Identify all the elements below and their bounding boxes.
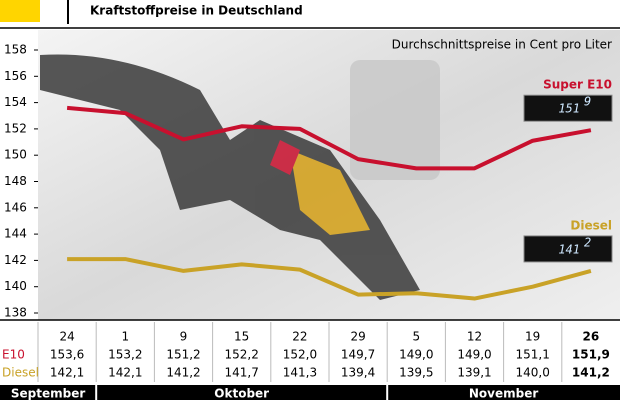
value-label: 149,7: [341, 348, 375, 362]
x-tick-label: 12: [467, 330, 482, 344]
y-tick-label: 158: [4, 43, 27, 57]
value-label: 141,7: [225, 366, 259, 380]
value-label: 151,2: [166, 348, 200, 362]
month-bar: [0, 385, 620, 400]
row-label: E10: [2, 348, 25, 362]
value-label: 140,0: [516, 366, 550, 380]
x-tick-label: 1: [121, 330, 129, 344]
legend-label: Super E10: [543, 78, 612, 92]
subtitle: Durchschnittspreise in Cent pro Liter: [392, 38, 612, 52]
value-label: 153,6: [50, 348, 84, 362]
value-label: 141,3: [283, 366, 317, 380]
x-tick-label: 9: [180, 330, 188, 344]
value-label: 142,1: [50, 366, 84, 380]
x-tick-label: 19: [525, 330, 540, 344]
display-main: 151: [558, 102, 580, 116]
y-tick-label: 154: [4, 95, 27, 109]
month-label: November: [469, 387, 538, 400]
legend-label: Diesel: [570, 218, 612, 232]
series-line: [66, 105, 592, 171]
y-tick-label: 152: [4, 121, 27, 135]
x-tick-label: 29: [350, 330, 365, 344]
value-label: 141,2: [166, 366, 200, 380]
x-tick-label: 22: [292, 330, 307, 344]
display-sup: 9: [584, 95, 591, 109]
value-label: 139,1: [457, 366, 491, 380]
month-label: September: [11, 387, 85, 400]
y-tick-label: 142: [4, 253, 27, 267]
x-tick-label: 26: [583, 330, 600, 344]
value-label: 153,2: [108, 348, 142, 362]
value-label: 141,2: [572, 366, 610, 380]
price-display: [523, 94, 613, 122]
y-tick-label: 144: [4, 227, 27, 241]
chart-title: Kraftstoffpreise in Deutschland: [90, 4, 303, 18]
display-main: 141: [558, 242, 580, 256]
x-tick-label: 15: [234, 330, 249, 344]
y-tick-label: 150: [4, 148, 27, 162]
value-label: 152,0: [283, 348, 317, 362]
display-sup: 2: [584, 235, 591, 249]
series-line: [67, 257, 592, 301]
value-label: 139,5: [399, 366, 433, 380]
y-tick-label: 140: [4, 279, 27, 293]
y-tick-label: 156: [4, 69, 27, 83]
y-tick-label: 148: [4, 174, 27, 188]
row-label: Diesel: [2, 366, 39, 380]
x-tick-label: 5: [412, 330, 420, 344]
value-label: 149,0: [399, 348, 433, 362]
x-tick-label: 24: [59, 330, 74, 344]
logo-square: [0, 0, 40, 22]
price-display: [523, 235, 613, 263]
value-label: 151,1: [516, 348, 550, 362]
y-tick-label: 138: [4, 306, 27, 320]
value-label: 139,4: [341, 366, 375, 380]
value-label: 152,2: [225, 348, 259, 362]
y-tick-label: 146: [4, 200, 27, 214]
value-label: 151,9: [572, 348, 610, 362]
value-label: 142,1: [108, 366, 142, 380]
value-label: 149,0: [457, 348, 491, 362]
month-label: Oktober: [214, 387, 269, 400]
